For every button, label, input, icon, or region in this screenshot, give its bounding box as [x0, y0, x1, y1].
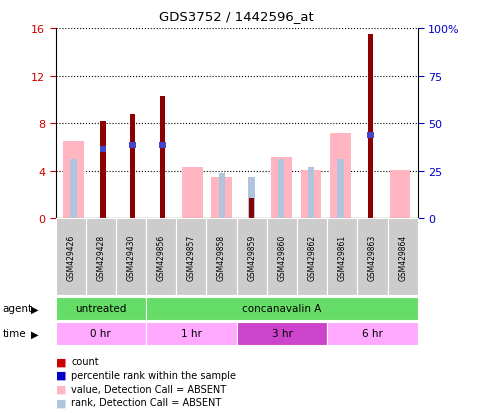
Bar: [129, 142, 136, 148]
Text: ■: ■: [56, 384, 66, 394]
Bar: [367, 133, 373, 139]
Text: agent: agent: [2, 304, 32, 314]
Text: untreated: untreated: [75, 304, 127, 314]
Text: rank, Detection Call = ABSENT: rank, Detection Call = ABSENT: [71, 397, 222, 407]
Text: time: time: [2, 328, 26, 339]
Bar: [278, 159, 284, 219]
Bar: [100, 121, 106, 219]
Text: GSM429862: GSM429862: [308, 234, 317, 280]
Text: GSM429428: GSM429428: [96, 234, 105, 280]
Bar: [330, 133, 351, 219]
Text: GSM429430: GSM429430: [127, 234, 136, 280]
Text: ■: ■: [56, 370, 66, 380]
Text: 1 hr: 1 hr: [181, 328, 202, 339]
Text: GSM429864: GSM429864: [398, 234, 407, 280]
Text: GSM429861: GSM429861: [338, 234, 347, 280]
Text: value, Detection Call = ABSENT: value, Detection Call = ABSENT: [71, 384, 227, 394]
Bar: [130, 114, 135, 219]
Bar: [271, 157, 292, 219]
Text: GSM429426: GSM429426: [66, 234, 75, 280]
Bar: [212, 177, 232, 219]
Bar: [337, 159, 344, 219]
Bar: [308, 168, 314, 219]
Text: GDS3752 / 1442596_at: GDS3752 / 1442596_at: [159, 10, 314, 23]
Bar: [70, 159, 77, 219]
Text: GSM429857: GSM429857: [187, 234, 196, 280]
Text: 0 hr: 0 hr: [90, 328, 111, 339]
Text: ▶: ▶: [31, 304, 39, 314]
Text: ▶: ▶: [31, 328, 39, 339]
Text: 3 hr: 3 hr: [271, 328, 292, 339]
Text: count: count: [71, 356, 99, 366]
Bar: [100, 147, 106, 153]
Text: GSM429863: GSM429863: [368, 234, 377, 280]
Text: ■: ■: [56, 356, 66, 366]
Bar: [160, 97, 165, 219]
Text: percentile rank within the sample: percentile rank within the sample: [71, 370, 237, 380]
Text: GSM429856: GSM429856: [156, 234, 166, 280]
Text: 6 hr: 6 hr: [362, 328, 383, 339]
Bar: [249, 199, 254, 219]
Bar: [182, 168, 202, 219]
Text: GSM429858: GSM429858: [217, 234, 226, 280]
Text: GSM429860: GSM429860: [277, 234, 286, 280]
Text: concanavalin A: concanavalin A: [242, 304, 322, 314]
Bar: [159, 142, 166, 148]
Bar: [248, 177, 255, 219]
Bar: [390, 170, 411, 219]
Bar: [219, 174, 225, 219]
Text: GSM429859: GSM429859: [247, 234, 256, 280]
Text: ■: ■: [56, 397, 66, 407]
Bar: [300, 170, 321, 219]
Bar: [368, 35, 373, 219]
Bar: [63, 142, 84, 219]
